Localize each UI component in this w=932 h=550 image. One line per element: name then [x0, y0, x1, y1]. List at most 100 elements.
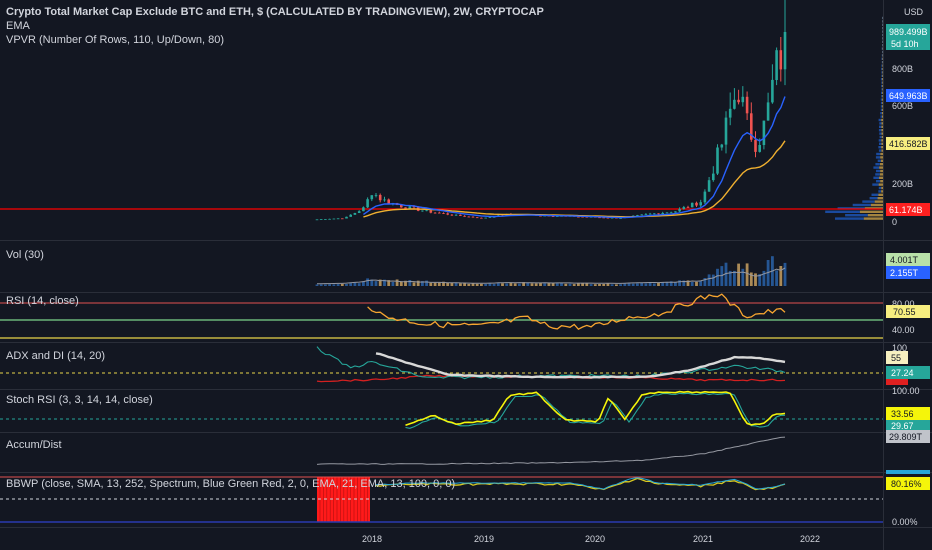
volume-bar	[674, 282, 677, 286]
vpvr-row-up	[878, 118, 882, 122]
adx-value-1: 55	[891, 353, 901, 363]
ema-legend[interactable]: EMA	[6, 20, 31, 32]
candle-up-body	[349, 214, 352, 217]
candle-up-body	[775, 50, 778, 80]
vpvr-legend[interactable]: VPVR (Number Of Rows, 110, Up/Down, 80)	[6, 34, 224, 46]
volume-bar	[577, 283, 580, 286]
candle-up-body	[383, 199, 386, 201]
stoch-value-1: 33.56	[891, 409, 914, 419]
candle-down-body	[412, 206, 416, 208]
vpvr-row-down	[880, 163, 883, 166]
volume-bar	[450, 282, 454, 286]
ema-fast-line	[363, 96, 786, 219]
candle-up-body	[703, 191, 707, 203]
vpvr-row-up	[882, 44, 883, 47]
vol-legend[interactable]: Vol (30)	[6, 249, 44, 261]
volume-bar	[408, 280, 412, 286]
volume-bar	[728, 270, 732, 286]
volume-bar	[711, 274, 715, 286]
candle-up-body	[665, 212, 669, 214]
vpvr-row-up	[881, 74, 883, 77]
vpvr-row-up	[882, 37, 883, 40]
stoch-legend[interactable]: Stoch RSI (3, 3, 14, 14, close)	[6, 394, 153, 406]
adx-legend[interactable]: ADX and DI (14, 20)	[6, 350, 105, 362]
volume-bar	[505, 283, 509, 286]
candle-down-body	[745, 96, 749, 114]
vpvr-row-down	[859, 210, 883, 213]
volume-bar	[648, 282, 652, 286]
vpvr-row-down	[882, 61, 883, 64]
accum-dist-legend[interactable]: Accum/Dist	[6, 439, 62, 451]
vpvr-row-down	[882, 105, 883, 108]
accum-dist-tag	[886, 430, 930, 443]
vpvr-row-down	[881, 112, 883, 115]
candle-up-body	[345, 216, 348, 219]
vpvr-row-up	[882, 50, 883, 54]
vpvr-row-down	[880, 159, 883, 162]
rsi-legend[interactable]: RSI (14, close)	[6, 295, 79, 307]
vpvr-row-down	[874, 200, 883, 203]
ema-slow-value: 416.582B	[889, 139, 928, 149]
volume-bar	[623, 283, 627, 286]
vpvr-row-down	[879, 166, 883, 169]
candle-down-body	[750, 113, 753, 140]
volume-bar	[733, 270, 736, 286]
last-price-tag	[886, 24, 930, 50]
vpvr-row-up	[862, 200, 875, 203]
volume-bar	[345, 284, 348, 286]
candle-up-body	[319, 219, 323, 220]
vpvr-row-up	[875, 163, 880, 166]
vpvr-row-up	[875, 156, 881, 159]
stoch-value-2: 29.67	[891, 421, 914, 431]
candle-up-body	[408, 206, 412, 209]
candle-up-body	[332, 218, 336, 220]
vpvr-row-down	[880, 152, 883, 156]
candle-up-body	[374, 195, 378, 196]
candle-up-body	[370, 195, 374, 200]
candle-down-body	[475, 217, 479, 219]
vpvr-row-up	[882, 30, 883, 33]
candle-down-body	[539, 215, 542, 217]
volume-bar	[357, 283, 361, 286]
candle-up-body	[733, 99, 736, 109]
bbwp-tag	[886, 477, 930, 490]
bbwp-legend[interactable]: BBWP (close, SMA, 13, 252, Spectrum, Blu…	[6, 478, 455, 490]
vpvr-row-up	[882, 23, 883, 26]
vpvr-row-up	[882, 16, 883, 20]
x-tick-2020: 2020	[585, 534, 605, 544]
volume-bar	[383, 279, 386, 286]
volume-bar	[315, 284, 319, 286]
volume-bar	[399, 281, 403, 286]
volume-ma-line	[317, 267, 786, 285]
candle-down-body	[779, 50, 783, 70]
candle-down-body	[551, 216, 555, 217]
vpvr-row-down	[882, 95, 883, 98]
volume-bar	[686, 280, 690, 286]
vpvr-row-down	[881, 135, 883, 139]
volume-bar	[703, 278, 707, 286]
volume-bar	[433, 282, 437, 286]
currency-label[interactable]: USD	[904, 7, 924, 17]
candle-up-body	[640, 214, 643, 216]
vpvr-row-down	[882, 54, 883, 57]
vpvr-row-up	[879, 132, 882, 135]
volume-bar	[581, 283, 584, 286]
vpvr-row-up	[872, 183, 879, 186]
volume-bar	[395, 279, 399, 286]
vpvr-row-up	[878, 186, 882, 190]
volume-bar	[598, 284, 601, 286]
candle-up-body	[716, 147, 719, 174]
vpvr-row-down	[882, 57, 883, 60]
candle-up-body	[678, 209, 681, 212]
candle-down-body	[429, 210, 433, 213]
volume-bar	[336, 284, 340, 286]
candle-up-body	[488, 217, 492, 218]
vpvr-row-down	[882, 64, 883, 67]
chart-title: Crypto Total Market Cap Exclude BTC and …	[6, 6, 544, 18]
vpvr-row-down	[880, 156, 883, 159]
candle-down-body	[737, 99, 740, 103]
candle-up-body	[619, 218, 622, 219]
vol-tag-2	[886, 266, 930, 279]
